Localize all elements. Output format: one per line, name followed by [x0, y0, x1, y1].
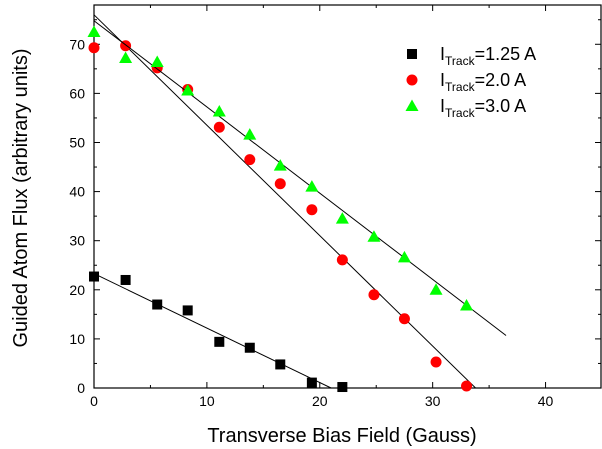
data-point — [244, 154, 256, 166]
data-point — [367, 230, 381, 242]
fit-line — [93, 273, 332, 389]
data-point — [152, 299, 163, 310]
y-tick-label: 60 — [69, 85, 85, 101]
data-point — [461, 380, 473, 392]
data-point — [397, 250, 411, 263]
legend-label-main: I — [440, 96, 445, 116]
legend-label-value: =2.0 A — [475, 70, 527, 90]
legend-label-main: I — [440, 70, 445, 90]
plot-frame — [93, 4, 602, 389]
data-point — [181, 83, 195, 96]
data-point — [275, 359, 286, 370]
data-point — [244, 342, 255, 353]
data-point — [460, 299, 474, 311]
data-point — [150, 55, 164, 67]
data-point — [336, 254, 348, 266]
y-tick-label: 10 — [69, 331, 85, 347]
legend-label-value: =3.0 A — [475, 96, 527, 116]
x-tick-label: 30 — [425, 393, 441, 409]
y-tick-label: 40 — [69, 184, 85, 200]
legend-marker — [406, 74, 418, 86]
data-point — [243, 128, 257, 140]
legend-label: ITrack=1.25 A — [440, 44, 536, 68]
legend-label-subscript: Track — [445, 106, 476, 120]
y-tick-label: 50 — [69, 134, 85, 150]
y-axis-title: Guided Atom Flux (arbitrary units) — [10, 49, 32, 348]
legend-label: ITrack=3.0 A — [440, 96, 526, 120]
x-tick-label: 20 — [312, 393, 328, 409]
data-point — [120, 274, 131, 285]
x-axis-title: Transverse Bias Field (Gauss) — [207, 425, 476, 447]
data-point — [87, 25, 101, 38]
series-3 — [87, 20, 507, 336]
data-point — [88, 42, 100, 54]
data-point — [212, 105, 226, 117]
legend-marker — [407, 49, 417, 59]
data-point — [213, 121, 225, 133]
data-point — [337, 382, 348, 393]
data-point — [335, 212, 349, 224]
legend-label-main: I — [440, 44, 445, 64]
legend-label: ITrack=2.0 A — [440, 70, 526, 94]
data-point — [305, 180, 319, 192]
data-point — [274, 178, 286, 190]
y-tick-label: 70 — [69, 36, 85, 52]
data-point — [182, 305, 193, 316]
data-point — [398, 313, 410, 325]
legend-label-value: =1.25 A — [475, 44, 537, 64]
series-1 — [89, 271, 348, 393]
x-tick-label: 0 — [90, 393, 98, 409]
x-tick-label: 40 — [538, 393, 554, 409]
data-point — [430, 356, 442, 368]
y-tick-label: 0 — [77, 380, 85, 396]
data-point — [89, 271, 99, 282]
data-point — [306, 377, 317, 388]
legend-label-subscript: Track — [445, 80, 476, 94]
y-tick-label: 20 — [69, 282, 85, 298]
x-tick-label: 10 — [199, 393, 215, 409]
data-point — [273, 159, 287, 171]
data-point — [119, 51, 133, 64]
data-point — [368, 289, 380, 301]
data-point — [306, 204, 318, 216]
fit-line — [93, 20, 507, 336]
y-tick-label: 30 — [69, 233, 85, 249]
data-point — [429, 283, 443, 295]
series-2 — [88, 14, 476, 392]
data-point — [214, 336, 225, 347]
legend-marker — [405, 99, 419, 111]
legend-label-subscript: Track — [445, 54, 476, 68]
fit-line — [93, 14, 476, 389]
